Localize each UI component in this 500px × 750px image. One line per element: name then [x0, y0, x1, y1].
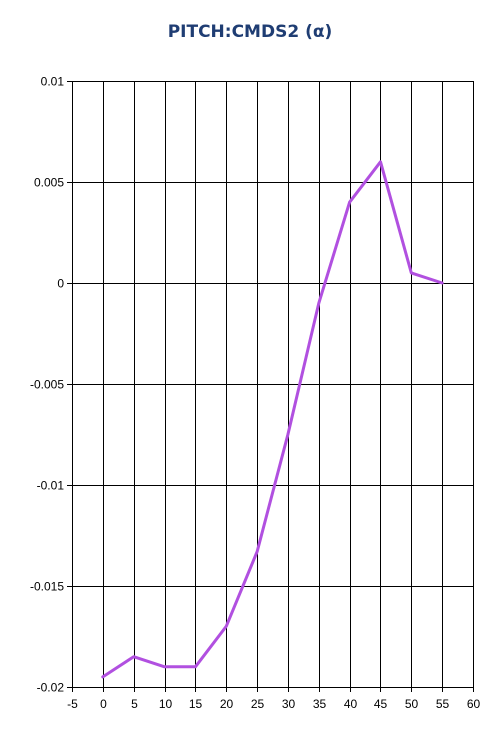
x-tick-label: 40	[344, 697, 358, 711]
x-tick-label: -5	[67, 697, 78, 711]
y-tick-label: 0	[57, 277, 64, 291]
y-tick-label: -0.015	[30, 580, 64, 594]
tick-labels: -5 0 5 10 15 20 25 30 35 40 45 50 55 60 0.01 0.005 0 -0.0…	[30, 75, 481, 712]
x-tick-label: 0	[100, 697, 107, 711]
x-tick-label: 15	[189, 697, 203, 711]
series-line	[101, 160, 444, 679]
y-tick-label: -0.005	[30, 378, 64, 392]
x-tick-label: 25	[251, 697, 265, 711]
y-tick-label: 0.005	[34, 176, 64, 190]
y-tick-label: -0.02	[37, 681, 65, 695]
x-tick-label: 50	[405, 697, 419, 711]
x-tick-label: 10	[159, 697, 173, 711]
x-tick-label: 30	[282, 697, 296, 711]
series	[101, 160, 444, 679]
x-tick-label: 35	[313, 697, 327, 711]
x-tick-label: 60	[467, 697, 481, 711]
chart-title: PITCH:CMDS2 (α)	[167, 22, 333, 42]
x-tick-label: 45	[374, 697, 388, 711]
x-tick-label: 20	[220, 697, 234, 711]
y-tick-label: 0.01	[41, 75, 65, 89]
x-tick-label: 5	[131, 697, 138, 711]
grid	[67, 81, 474, 692]
x-tick-label: 55	[436, 697, 450, 711]
y-tick-label: -0.01	[37, 479, 65, 493]
